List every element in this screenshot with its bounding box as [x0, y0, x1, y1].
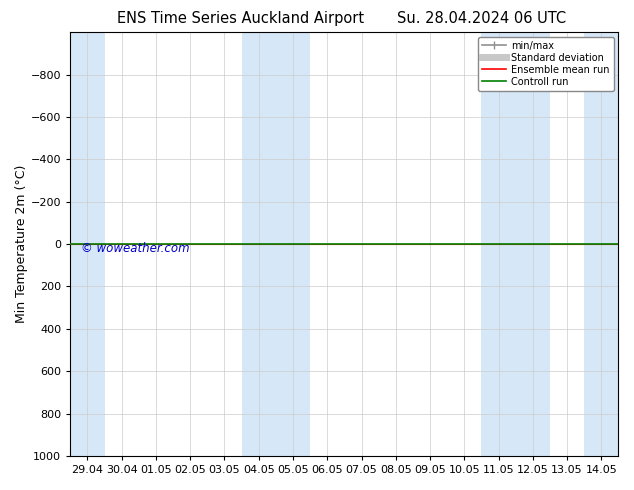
Text: Su. 28.04.2024 06 UTC: Su. 28.04.2024 06 UTC [398, 11, 566, 26]
Bar [276, 32, 310, 456]
Bar [584, 32, 619, 456]
Bar [515, 32, 550, 456]
Legend: min/max, Standard deviation, Ensemble mean run, Controll run: min/max, Standard deviation, Ensemble me… [478, 37, 614, 91]
Bar [242, 32, 276, 456]
Bar [70, 32, 105, 456]
Text: ENS Time Series Auckland Airport: ENS Time Series Auckland Airport [117, 11, 365, 26]
Bar [481, 32, 515, 456]
Y-axis label: Min Temperature 2m (°C): Min Temperature 2m (°C) [15, 165, 28, 323]
Text: © woweather.com: © woweather.com [81, 242, 190, 255]
